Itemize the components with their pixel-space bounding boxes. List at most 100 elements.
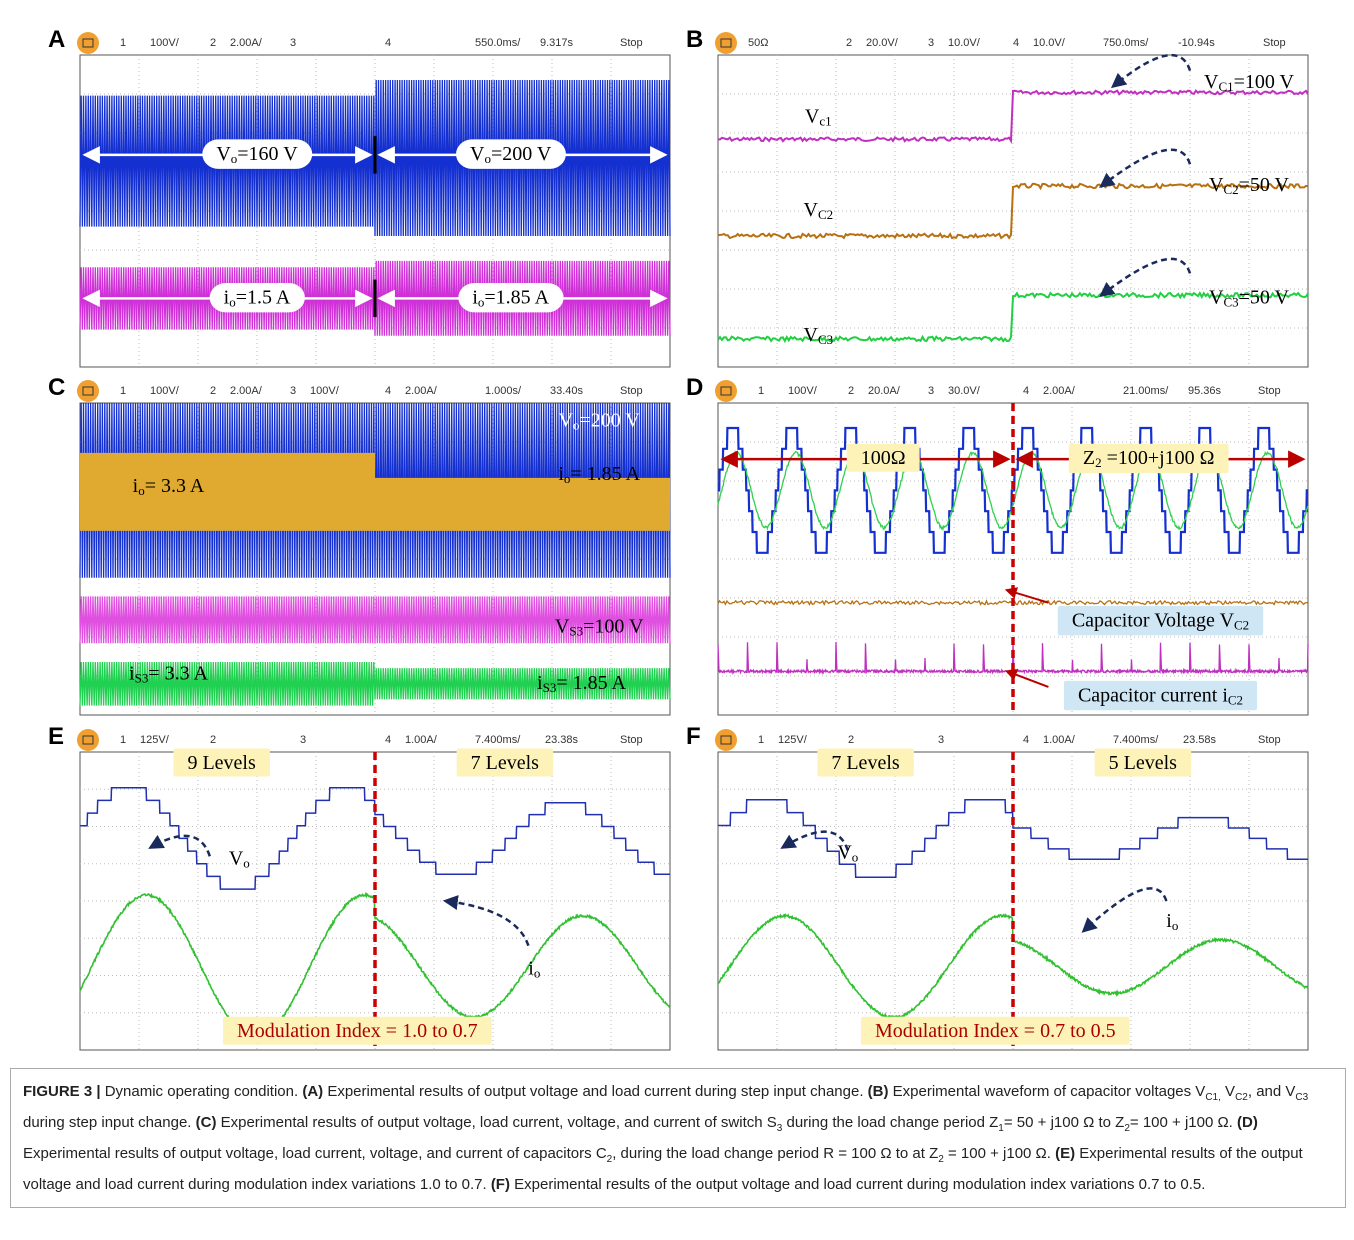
annotation-text: 9 Levels bbox=[187, 752, 256, 774]
annotation-text: 7 Levels bbox=[471, 752, 540, 774]
subscript: C2 bbox=[818, 207, 833, 222]
subscript: C1 bbox=[1218, 79, 1233, 94]
header-text: 1.00A/ bbox=[405, 734, 438, 746]
header-text: 2 bbox=[848, 385, 854, 397]
annotation: io=1.85 A bbox=[472, 286, 549, 309]
header-text: 100V/ bbox=[310, 385, 340, 397]
annotation: 7 Levels bbox=[831, 752, 900, 774]
header-text: 10.0V/ bbox=[948, 37, 981, 49]
caption-text: Experimental results of output voltage, … bbox=[23, 1145, 607, 1162]
annotation-text: Modulation Index = 0.7 to 0.5 bbox=[875, 1020, 1116, 1042]
annotation: Modulation Index = 0.7 to 0.5 bbox=[875, 1020, 1116, 1042]
page: A1100V/22.00A/34550.0ms/9.317sStopVo=160… bbox=[0, 0, 1354, 1240]
header-text: 3 bbox=[938, 734, 944, 746]
subscript: o bbox=[243, 855, 250, 870]
header-text: 1.000s/ bbox=[485, 385, 522, 397]
annotation-text: =50 V bbox=[1239, 286, 1290, 308]
caption-text: V bbox=[1221, 1083, 1235, 1100]
header-text: -10.94s bbox=[1178, 37, 1215, 49]
subscript: C3 bbox=[818, 332, 833, 347]
caption-text: (D) bbox=[1237, 1114, 1258, 1131]
annotation: 100Ω bbox=[861, 447, 906, 469]
subscript: o bbox=[534, 966, 541, 981]
caption-text: Experimental waveform of capacitor volta… bbox=[889, 1083, 1206, 1100]
annotation-text: V bbox=[559, 409, 574, 431]
header-text: 20.0V/ bbox=[866, 37, 899, 49]
header-text: 2 bbox=[848, 734, 854, 746]
annotation-text: Modulation Index = 1.0 to 0.7 bbox=[237, 1020, 478, 1042]
header-text: 1 bbox=[758, 734, 764, 746]
header-text: 4 bbox=[385, 385, 391, 397]
header-text: 7.400ms/ bbox=[475, 734, 521, 746]
panel-label: C bbox=[48, 374, 65, 401]
annotation-text: V bbox=[837, 841, 852, 863]
header-text: 95.36s bbox=[1188, 385, 1222, 397]
caption-text: during step input change. bbox=[23, 1114, 196, 1131]
header-text: 1.00A/ bbox=[1043, 734, 1076, 746]
annotation-text: V bbox=[470, 142, 485, 164]
annotation-text: 100Ω bbox=[861, 447, 906, 469]
caption-text: Experimental results of output voltage a… bbox=[323, 1083, 868, 1100]
header-text: 2 bbox=[210, 37, 216, 49]
header-text: 23.38s bbox=[545, 734, 579, 746]
subscript: c1 bbox=[819, 113, 831, 128]
header-text: 30.0V/ bbox=[948, 385, 981, 397]
scope-icon bbox=[715, 32, 737, 54]
annotation-text: = 1.85 A bbox=[570, 462, 640, 484]
header-text: 3 bbox=[290, 37, 296, 49]
header-text: 10.0V/ bbox=[1033, 37, 1066, 49]
header-text: 3 bbox=[300, 734, 306, 746]
scope-icon bbox=[715, 380, 737, 402]
header-text: 125V/ bbox=[140, 734, 170, 746]
subscript: C2 bbox=[1223, 182, 1238, 197]
caption-text: = 50 + j100 Ω to Z bbox=[1004, 1114, 1124, 1131]
header-text: 4 bbox=[385, 37, 391, 49]
annotation-text: V bbox=[805, 105, 820, 127]
header-text: 2.00A/ bbox=[230, 385, 263, 397]
annotation: Capacitor Voltage VC2 bbox=[1072, 609, 1249, 632]
header-text: 2 bbox=[210, 734, 216, 746]
annotation: Modulation Index = 1.0 to 0.7 bbox=[237, 1020, 478, 1042]
header-text: 23.58s bbox=[1183, 734, 1217, 746]
annotation-text: =50 V bbox=[1239, 174, 1290, 196]
caption-text: C1, bbox=[1205, 1092, 1221, 1103]
annotation-text: V bbox=[1209, 174, 1224, 196]
subscript: C2 bbox=[1234, 617, 1249, 632]
annotation-text: =160 V bbox=[237, 142, 298, 164]
caption: FIGURE 3 | Dynamic operating condition. … bbox=[10, 1068, 1346, 1208]
header-text: Stop bbox=[620, 37, 643, 49]
header-text: 7.400ms/ bbox=[1113, 734, 1159, 746]
figure: A1100V/22.00A/34550.0ms/9.317sStopVo=160… bbox=[0, 0, 1354, 1060]
header-text: 20.0A/ bbox=[868, 385, 901, 397]
header-text: 2.00A/ bbox=[230, 37, 263, 49]
annotation: io= 1.85 A bbox=[558, 462, 640, 485]
annotation-text: =200 V bbox=[579, 409, 640, 431]
annotation: VC3=50 V bbox=[1209, 286, 1290, 309]
panel-label: D bbox=[686, 374, 703, 401]
caption-text: , during the load change period R = 100 … bbox=[612, 1145, 938, 1162]
annotation: VC2=50 V bbox=[1209, 174, 1290, 197]
annotation-text: V bbox=[803, 323, 818, 345]
header-text: 4 bbox=[1013, 37, 1019, 49]
subscript: S3 bbox=[135, 670, 149, 685]
caption-text: (C) bbox=[196, 1114, 217, 1131]
caption-text: Experimental results of output voltage, … bbox=[216, 1114, 776, 1131]
header-text: 100V/ bbox=[788, 385, 818, 397]
header-text: 4 bbox=[1023, 385, 1029, 397]
annotation-text: =100 V bbox=[1234, 71, 1295, 93]
annotation-text: Z bbox=[1083, 447, 1095, 469]
header-text: 3 bbox=[928, 37, 934, 49]
caption-text: (A) bbox=[302, 1083, 323, 1100]
header-text: 750.0ms/ bbox=[1103, 37, 1149, 49]
caption-text: (B) bbox=[868, 1083, 889, 1100]
header-text: Stop bbox=[1263, 37, 1286, 49]
caption-text: = 100 + j100 Ω. bbox=[1130, 1114, 1237, 1131]
header-text: 125V/ bbox=[778, 734, 808, 746]
header-text: 2.00A/ bbox=[405, 385, 438, 397]
header-text: 100V/ bbox=[150, 37, 180, 49]
annotation-text: Capacitor current i bbox=[1078, 684, 1228, 706]
annotation: 9 Levels bbox=[187, 752, 256, 774]
caption-text: Dynamic operating condition. bbox=[101, 1083, 303, 1100]
header-text: Stop bbox=[620, 734, 643, 746]
annotation-text: = 1.85 A bbox=[556, 671, 626, 693]
